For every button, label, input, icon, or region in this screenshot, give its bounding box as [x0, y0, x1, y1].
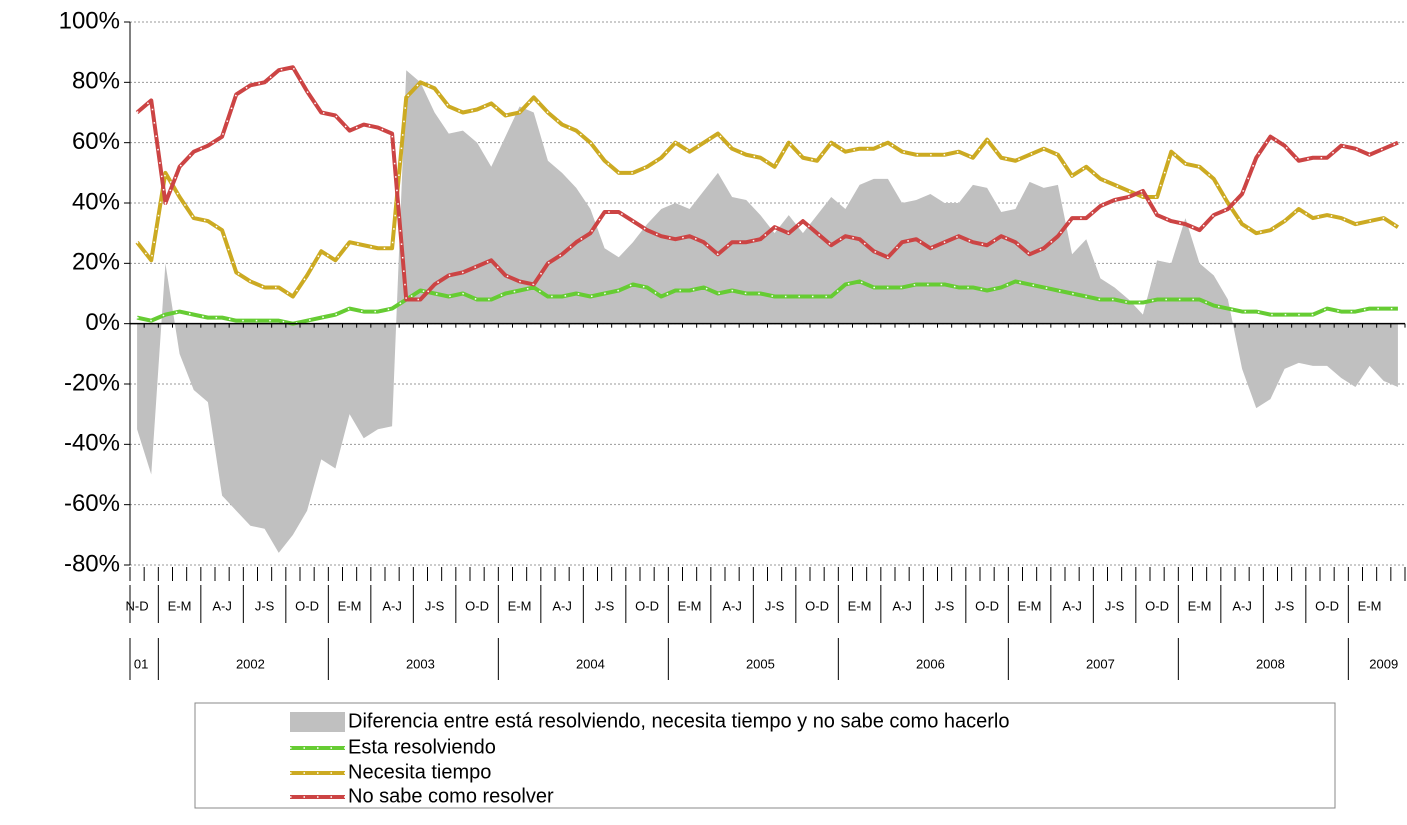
x-tick-label: O-D — [635, 598, 659, 613]
line — [135, 80, 1399, 299]
year-label: 2004 — [576, 656, 605, 671]
x-tick-label: J-S — [765, 598, 785, 613]
y-tick-label: 0% — [85, 309, 120, 336]
x-tick-label: E-M — [1358, 598, 1382, 613]
x-tick-label: E-M — [848, 598, 872, 613]
x-tick-label: J-S — [935, 598, 955, 613]
y-tick-label: 100% — [59, 7, 120, 34]
area — [137, 70, 1398, 553]
line — [136, 279, 1398, 326]
y-tick-label: -40% — [64, 430, 120, 457]
x-tick-label: N-D — [126, 598, 149, 613]
x-tick-label: J-S — [595, 598, 615, 613]
x-tick-label: E-M — [508, 598, 532, 613]
y-tick-label: -60% — [64, 490, 120, 517]
x-tick-label: A-J — [892, 598, 912, 613]
x-tick-label: A-J — [722, 598, 742, 613]
year-label: 2003 — [406, 656, 435, 671]
year-label: 2008 — [1256, 656, 1285, 671]
x-tick-label: J-S — [425, 598, 445, 613]
legend-label: Esta resolviendo — [348, 736, 496, 758]
y-tick-label: 40% — [72, 188, 120, 215]
legend-box — [194, 702, 1336, 809]
x-tick-label: A-J — [382, 598, 402, 613]
x-tick-label: A-J — [552, 598, 572, 613]
year-label: 2002 — [236, 656, 265, 671]
y-tick-label: 80% — [72, 68, 120, 95]
legend-label: No sabe como resolver — [348, 785, 554, 807]
x-tick-label: J-S — [255, 598, 275, 613]
x-tick-label: A-J — [1062, 598, 1082, 613]
y-tick-label: 60% — [72, 128, 120, 155]
line — [135, 65, 1399, 302]
x-tick-label: O-D — [1315, 598, 1339, 613]
legend-swatch — [290, 712, 345, 732]
y-tick-label: -80% — [64, 550, 120, 577]
x-tick-label: E-M — [1188, 598, 1212, 613]
x-tick-label: O-D — [975, 598, 999, 613]
x-tick-label: O-D — [295, 598, 319, 613]
year-label: 2005 — [746, 656, 775, 671]
x-tick-label: O-D — [1145, 598, 1169, 613]
year-label: 01 — [134, 656, 148, 671]
year-label: 2006 — [916, 656, 945, 671]
y-tick-label: 20% — [72, 249, 120, 276]
x-tick-label: J-S — [1105, 598, 1125, 613]
x-tick-label: E-M — [338, 598, 362, 613]
x-tick-label: A-J — [212, 598, 232, 613]
year-label: 2007 — [1086, 656, 1115, 671]
legend-label: Diferencia entre está resolviendo, neces… — [348, 710, 1009, 732]
x-tick-label: E-M — [1018, 598, 1042, 613]
y-tick-label: -20% — [64, 369, 120, 396]
x-tick-label: A-J — [1232, 598, 1252, 613]
x-tick-label: J-S — [1275, 598, 1295, 613]
legend-label: Necesita tiempo — [348, 761, 491, 783]
x-tick-label: E-M — [168, 598, 192, 613]
x-tick-label: O-D — [805, 598, 829, 613]
year-label: 2009 — [1369, 656, 1398, 671]
x-tick-label: O-D — [465, 598, 489, 613]
x-tick-label: E-M — [678, 598, 702, 613]
